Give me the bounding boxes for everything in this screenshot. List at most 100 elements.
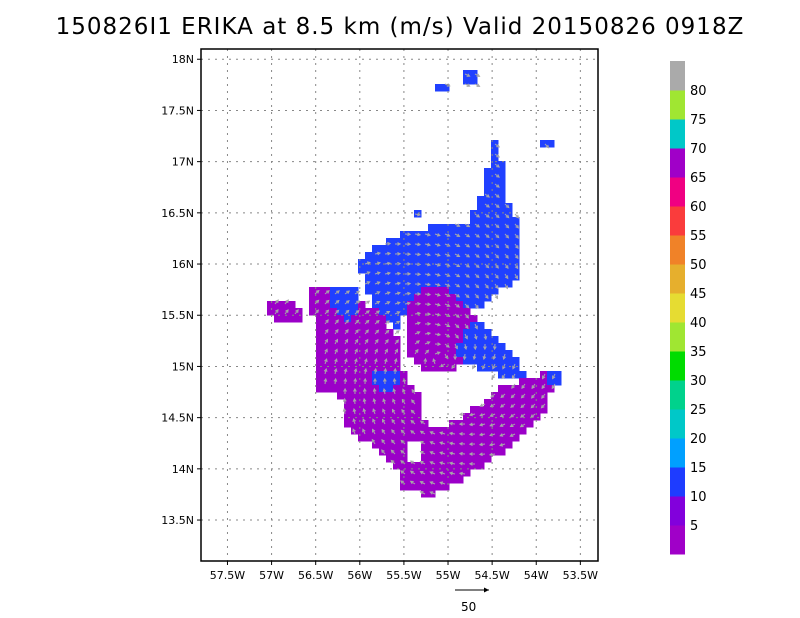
- wind-cell: [470, 413, 478, 421]
- wind-cell: [470, 406, 478, 414]
- wind-arrow-head: [401, 409, 405, 413]
- wind-cell: [372, 273, 380, 281]
- wind-cell: [484, 455, 492, 463]
- wind-arrow-head: [476, 83, 481, 87]
- wind-cell: [358, 322, 366, 330]
- wind-cell: [365, 434, 373, 442]
- wind-arrow-head: [336, 290, 340, 294]
- wind-arrow-head: [315, 289, 320, 294]
- wind-cell: [498, 245, 506, 253]
- wind-cell: [470, 224, 478, 232]
- wind-arrow-head: [410, 419, 415, 424]
- wind-cell: [442, 266, 450, 274]
- wind-cell: [554, 371, 562, 379]
- wind-arrow-head: [458, 451, 463, 456]
- wind-cell: [491, 154, 499, 162]
- wind-arrow-head: [514, 275, 518, 280]
- wind-cell: [540, 378, 548, 386]
- wind-arrow-head: [520, 394, 525, 399]
- wind-cell: [470, 217, 478, 225]
- wind-cell: [505, 399, 513, 407]
- wind-cell: [435, 343, 443, 351]
- wind-cell: [484, 217, 492, 225]
- wind-cell: [386, 287, 394, 295]
- wind-cell: [379, 343, 387, 351]
- wind-arrow-head: [366, 300, 371, 305]
- wind-cell: [428, 259, 436, 267]
- wind-arrow-head: [419, 440, 424, 445]
- wind-arrow-head: [323, 377, 328, 382]
- wind-cell: [463, 294, 471, 302]
- wind-cell: [456, 448, 464, 456]
- wind-cell: [512, 399, 520, 407]
- wind-arrow-head: [353, 387, 357, 392]
- wind-cell: [414, 238, 422, 246]
- wind-cell: [372, 371, 380, 379]
- wind-cell: [449, 287, 457, 295]
- wind-cell: [344, 406, 352, 414]
- wind-cell: [449, 245, 457, 253]
- wind-cell: [337, 385, 345, 393]
- wind-cell: [379, 350, 387, 358]
- wind-cell: [428, 245, 436, 253]
- wind-arrow-head: [362, 397, 367, 402]
- wind-cell: [512, 392, 520, 400]
- wind-cell: [393, 315, 401, 323]
- wind-arrow-head: [448, 441, 453, 446]
- wind-arrow-head: [393, 367, 398, 372]
- wind-arrow-head: [475, 284, 480, 289]
- wind-arrow-head: [417, 311, 422, 316]
- lat-tick-label: 17.5N: [161, 104, 194, 117]
- wind-arrow-head: [455, 314, 460, 318]
- wind-arrow-head: [456, 263, 461, 268]
- wind-cell: [484, 245, 492, 253]
- wind-arrow-head: [439, 431, 444, 436]
- wind-cell: [512, 420, 520, 428]
- wind-cell: [547, 140, 555, 148]
- wind-cell: [512, 406, 520, 414]
- wind-arrow-head: [486, 214, 490, 218]
- wind-cell: [428, 350, 436, 358]
- wind-arrow-head: [495, 264, 499, 269]
- wind-cell: [400, 280, 408, 288]
- wind-cell: [358, 385, 366, 393]
- colorbar-label: 40: [690, 316, 707, 331]
- wind-arrow-head: [385, 339, 389, 343]
- wind-arrow-head: [407, 272, 412, 276]
- wind-cell: [393, 273, 401, 281]
- wind-cell: [491, 448, 499, 456]
- wind-arrow-head: [552, 375, 556, 380]
- wind-arrow-head: [489, 413, 494, 417]
- wind-arrow-head: [372, 398, 377, 403]
- wind-arrow-head: [519, 423, 524, 428]
- wind-cell: [456, 308, 464, 316]
- wind-arrow-head: [377, 251, 382, 256]
- wind-cell: [463, 469, 471, 477]
- wind-cell: [393, 238, 401, 246]
- wind-cell: [344, 357, 352, 365]
- wind-arrow-head: [502, 355, 507, 360]
- wind-arrow-head: [466, 274, 470, 278]
- wind-cell: [421, 343, 429, 351]
- wind-cell: [330, 301, 338, 309]
- wind-arrow-head: [324, 328, 329, 333]
- wind-cell: [428, 329, 436, 337]
- wind-arrow-head: [496, 154, 501, 158]
- wind-cell: [379, 252, 387, 260]
- wind-arrow-head: [485, 234, 490, 238]
- wind-arrow-head: [372, 387, 377, 392]
- wind-arrow-head: [382, 387, 387, 392]
- wind-arrow-head: [509, 423, 514, 427]
- wind-cell: [407, 259, 415, 267]
- wind-cell: [449, 462, 457, 470]
- wind-arrow-head: [383, 358, 388, 363]
- wind-cell: [463, 413, 471, 421]
- wind-arrow-head: [439, 461, 444, 465]
- wind-arrow-head: [427, 282, 432, 287]
- wind-cell: [470, 434, 478, 442]
- scale-arrow-head: [484, 587, 489, 593]
- wind-cell: [407, 301, 415, 309]
- wind-cell: [505, 273, 513, 281]
- wind-cell: [505, 231, 513, 239]
- wind-arrow-head: [465, 314, 470, 319]
